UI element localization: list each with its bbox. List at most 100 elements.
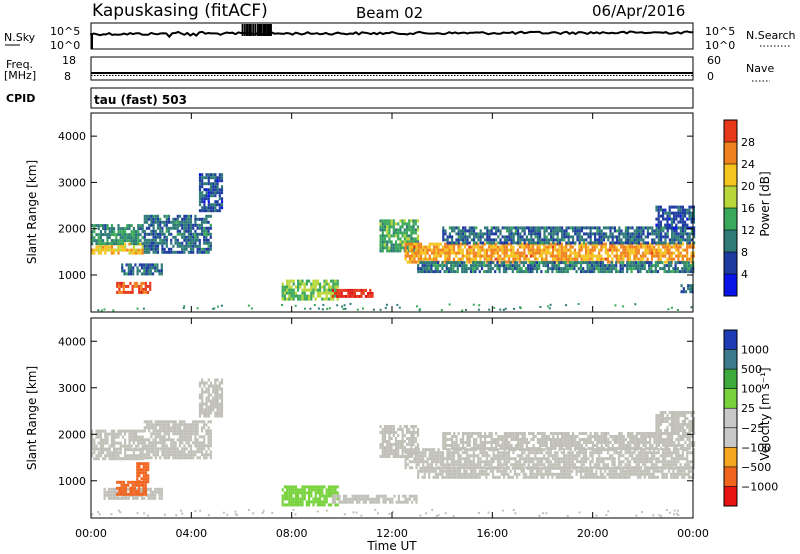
data-cell xyxy=(598,248,601,252)
data-cell xyxy=(207,241,210,245)
data-cell xyxy=(403,434,406,437)
data-cell xyxy=(494,245,497,249)
data-cell xyxy=(319,485,322,489)
data-cell xyxy=(167,423,171,427)
data-cell xyxy=(547,251,550,255)
data-cell xyxy=(545,226,548,230)
data-cell xyxy=(491,267,495,271)
data-cell xyxy=(613,254,616,258)
data-cell xyxy=(408,454,412,458)
data-cell xyxy=(207,390,210,394)
data-cell xyxy=(565,229,568,233)
data-cell xyxy=(130,233,133,237)
data-cell xyxy=(220,402,224,406)
data-cell xyxy=(316,294,319,298)
data-cell xyxy=(554,451,557,455)
data-cell xyxy=(472,248,475,252)
data-cell xyxy=(600,254,603,258)
data-cell xyxy=(488,460,491,464)
data-cell xyxy=(159,447,162,451)
data-cell xyxy=(174,441,177,445)
data-cell xyxy=(165,229,168,233)
data-cell xyxy=(303,494,306,498)
data-cell xyxy=(463,472,466,476)
data-cell xyxy=(312,294,315,298)
data-cell xyxy=(616,241,619,245)
data-cell xyxy=(142,468,145,472)
data-cell xyxy=(136,496,139,500)
data-cell xyxy=(593,267,596,271)
data-cell xyxy=(332,491,335,495)
data-cell xyxy=(591,257,594,261)
data-cell xyxy=(163,426,166,430)
data-cell xyxy=(468,260,471,264)
data-cell xyxy=(565,257,568,261)
data-cell xyxy=(637,267,640,271)
data-cell xyxy=(437,242,440,246)
data-cell xyxy=(468,232,471,236)
sparse-cell xyxy=(328,307,331,310)
data-cell xyxy=(404,494,407,498)
data-cell xyxy=(379,219,382,223)
data-cell xyxy=(544,270,547,274)
data-cell xyxy=(126,454,129,458)
data-cell xyxy=(501,226,504,230)
data-cell xyxy=(681,248,684,252)
data-cell xyxy=(615,257,618,261)
data-cell xyxy=(142,465,145,469)
data-cell xyxy=(527,454,530,458)
data-cell xyxy=(408,240,411,244)
data-cell xyxy=(135,242,138,246)
data-cell xyxy=(567,254,570,258)
data-cell xyxy=(646,226,649,230)
data-cell xyxy=(150,220,153,224)
data-cell xyxy=(314,282,317,286)
data-cell xyxy=(591,241,594,245)
data-cell xyxy=(297,294,300,298)
data-cell xyxy=(110,444,113,448)
data-cell xyxy=(405,222,409,226)
data-cell xyxy=(299,500,302,504)
data-cell xyxy=(356,288,359,292)
data-cell xyxy=(635,251,638,255)
data-cell xyxy=(679,226,682,230)
data-cell xyxy=(554,248,557,252)
data-cell xyxy=(624,229,627,233)
data-cell xyxy=(144,465,148,469)
data-cell xyxy=(536,248,539,252)
data-cell xyxy=(198,226,201,230)
data-cell xyxy=(207,435,210,439)
data-cell xyxy=(347,291,350,295)
data-cell xyxy=(128,227,131,231)
data-cell xyxy=(312,291,315,295)
data-cell xyxy=(290,485,293,489)
data-cell xyxy=(383,222,387,226)
data-cell xyxy=(463,264,466,268)
data-cell xyxy=(624,254,627,258)
data-cell xyxy=(130,242,133,246)
data-cell xyxy=(405,431,409,434)
data-cell xyxy=(362,500,365,504)
data-cell xyxy=(399,249,402,253)
data-cell xyxy=(556,460,559,464)
data-cell xyxy=(477,245,480,249)
data-cell xyxy=(156,223,160,227)
data-cell xyxy=(189,453,193,457)
data-cell xyxy=(639,264,642,268)
data-cell xyxy=(299,282,302,286)
data-cell xyxy=(136,465,139,469)
data-cell xyxy=(413,260,416,264)
data-cell xyxy=(349,291,352,295)
data-cell xyxy=(650,451,654,455)
data-cell xyxy=(147,272,150,276)
data-cell xyxy=(405,428,409,431)
data-cell xyxy=(373,500,376,504)
data-cell xyxy=(325,494,328,498)
data-cell xyxy=(220,378,224,382)
data-cell xyxy=(144,468,148,472)
data-cell xyxy=(156,432,160,436)
sparse-cell xyxy=(461,309,464,312)
data-cell xyxy=(601,267,605,271)
data-cell xyxy=(203,247,206,251)
data-cell xyxy=(684,238,687,242)
